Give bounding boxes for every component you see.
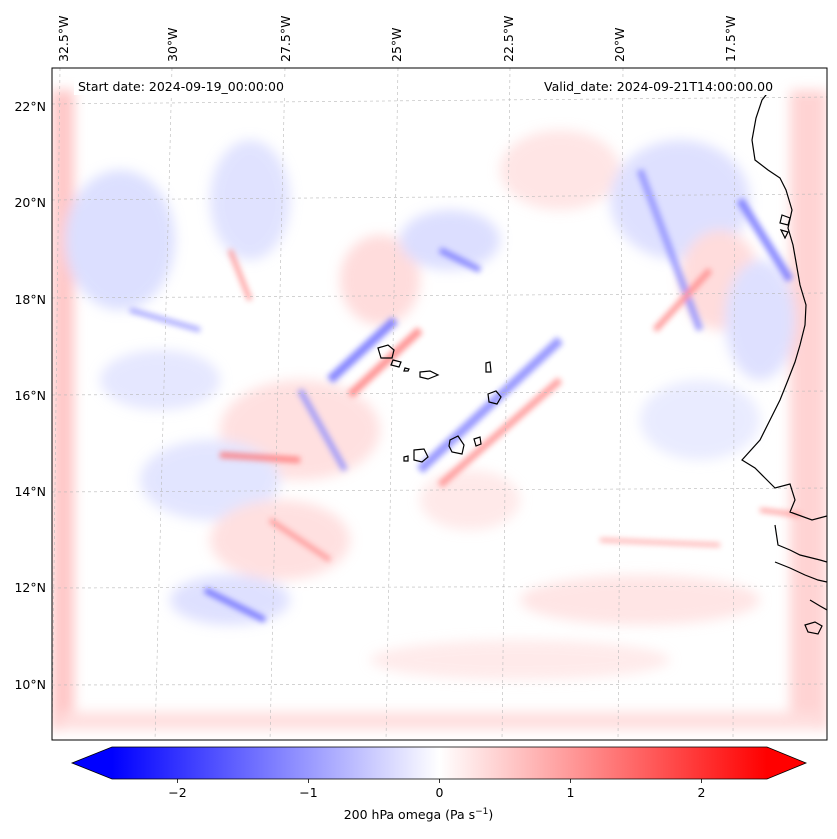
- colorbar-gradient: [112, 747, 767, 779]
- latitude-labels: 22°N 20°N 18°N 16°N 14°N 12°N 10°N: [14, 99, 46, 692]
- colorbar-min-arrow: [72, 747, 112, 779]
- colorbar-outline: [70, 746, 808, 780]
- colorbar-tick-label: 1: [567, 785, 575, 800]
- lat-label: 22°N: [14, 99, 46, 114]
- lat-label: 10°N: [14, 677, 46, 692]
- omega-field: [52, 90, 827, 730]
- colorbar-ticks: −2 −1 0 1 2: [168, 779, 705, 800]
- map-frame: [51, 67, 828, 741]
- longitude-labels: 32.5°W 30°W 27.5°W 25°W 22.5°W 20°W 17.5…: [56, 16, 738, 62]
- colorbar-tick-label: −2: [168, 785, 186, 800]
- colorbar-title-exponent: −1: [475, 807, 489, 817]
- lon-label: 25°W: [389, 27, 404, 62]
- lat-label: 12°N: [14, 580, 46, 595]
- lon-label: 27.5°W: [278, 16, 293, 62]
- colorbar-tick-label: −1: [299, 785, 317, 800]
- colorbar: −2 −1 0 1 2: [70, 746, 808, 800]
- lon-label: 20°W: [612, 27, 627, 62]
- start-date-label: Start date: 2024-09-19_00:00:00: [74, 78, 288, 95]
- lon-label: 17.5°W: [723, 16, 738, 62]
- lat-label: 16°N: [14, 388, 46, 403]
- lat-label: 20°N: [14, 195, 46, 210]
- lon-label: 32.5°W: [56, 16, 71, 62]
- coastline: [741, 89, 827, 635]
- colorbar-title-text: 200 hPa omega (Pa s: [343, 807, 476, 823]
- colorbar-title: 200 hPa omega (Pa s−1): [0, 807, 837, 822]
- colorbar-title-close: ): [488, 807, 494, 823]
- lat-label: 14°N: [14, 484, 46, 499]
- lon-label: 30°W: [165, 27, 180, 62]
- valid-date-label: Valid_date: 2024-09-21T14:00:00.00: [540, 78, 778, 95]
- colorbar-max-arrow: [767, 747, 806, 779]
- lon-label: 22.5°W: [501, 16, 516, 62]
- colorbar-tick-label: 0: [436, 785, 444, 800]
- cape-verde-islands: [377, 344, 502, 463]
- lat-label: 18°N: [14, 292, 46, 307]
- gridlines: [52, 68, 827, 740]
- colorbar-tick-label: 2: [698, 785, 706, 800]
